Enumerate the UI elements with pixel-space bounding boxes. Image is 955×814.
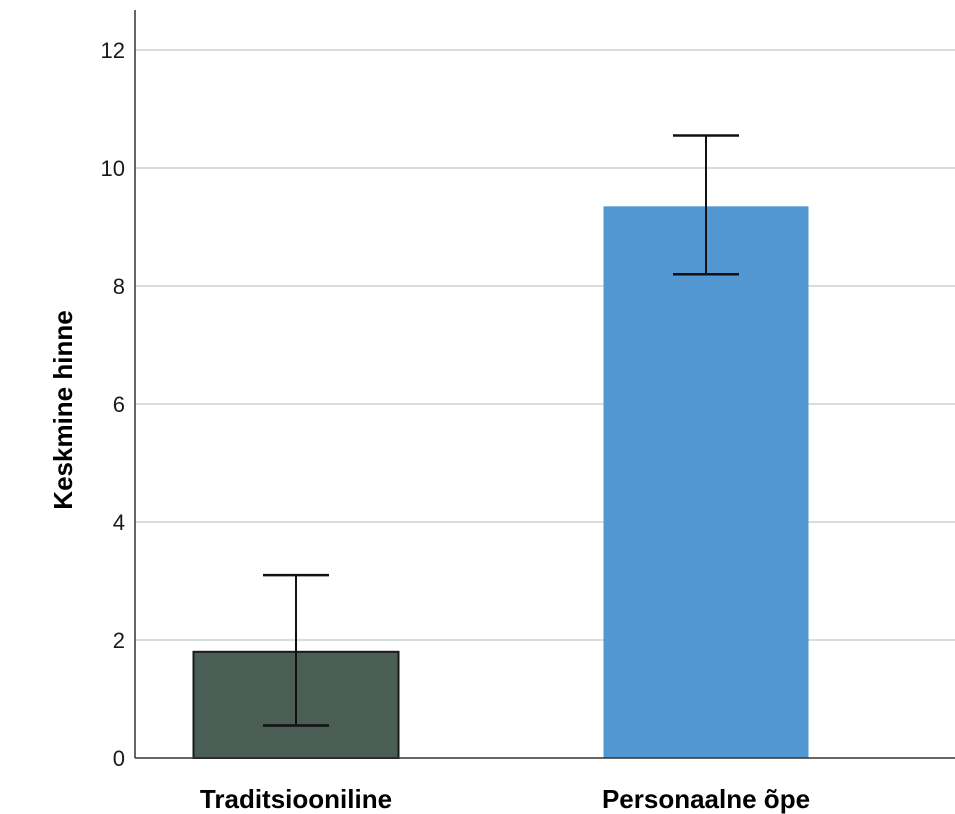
gridlines <box>135 50 955 640</box>
x-category-labels: Traditsiooniline Personaalne õpe <box>200 784 810 814</box>
y-tick-label: 0 <box>113 746 125 771</box>
y-tick-labels: 0 2 4 6 8 10 12 <box>101 38 125 771</box>
y-tick-label: 12 <box>101 38 125 63</box>
y-tick-label: 10 <box>101 156 125 181</box>
bar-2 <box>604 206 809 758</box>
y-tick-label: 6 <box>113 392 125 417</box>
y-tick-label: 4 <box>113 510 125 535</box>
y-axis-title: Keskmine hinne <box>48 310 78 509</box>
y-tick-label: 8 <box>113 274 125 299</box>
x-category-label: Personaalne õpe <box>602 784 810 814</box>
x-category-label: Traditsiooniline <box>200 784 392 814</box>
bars <box>194 206 809 758</box>
y-tick-label: 2 <box>113 628 125 653</box>
